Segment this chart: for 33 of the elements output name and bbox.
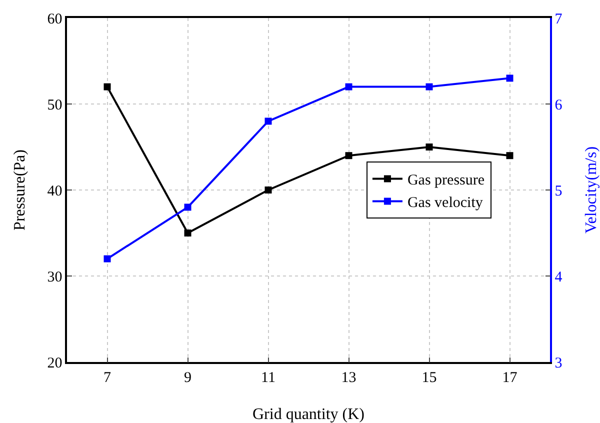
point <box>184 204 192 211</box>
legend-label: Gas velocity <box>407 195 484 212</box>
point <box>104 83 111 90</box>
point <box>184 230 192 236</box>
point <box>506 74 514 82</box>
y2-tick-label: 4 <box>554 269 563 286</box>
point <box>264 186 272 194</box>
y2-tick-label: 7 <box>554 11 563 28</box>
y2-tick-label: 5 <box>554 183 562 200</box>
y-tick-label: 50 <box>47 97 62 114</box>
x-tick-label: 11 <box>261 370 276 386</box>
point <box>426 83 433 90</box>
y2-tick-label: 6 <box>554 97 563 114</box>
point <box>345 83 352 90</box>
y-tick-label: 20 <box>47 355 62 372</box>
x-tick-label: 13 <box>341 370 356 386</box>
x-tick-label: 7 <box>104 370 112 386</box>
point <box>345 152 352 160</box>
y2-axis-title: Velocity(m/s) <box>583 146 600 234</box>
legend-label: Gas pressure <box>407 172 485 189</box>
point <box>506 152 514 160</box>
point <box>264 118 272 125</box>
y-tick-label: 40 <box>47 183 62 200</box>
y2-tick-label: 3 <box>554 355 562 372</box>
y-tick-label: 30 <box>47 269 62 286</box>
x-axis-title: Grid quantity (K) <box>252 406 364 423</box>
y-axis-title: Pressure(Pa) <box>12 150 28 230</box>
point <box>426 144 433 150</box>
y-tick-label: 60 <box>47 11 62 28</box>
x-tick-label: 17 <box>502 370 518 386</box>
x-tick-label: 9 <box>184 370 192 386</box>
point <box>104 255 111 262</box>
x-tick-label: 15 <box>422 370 437 386</box>
